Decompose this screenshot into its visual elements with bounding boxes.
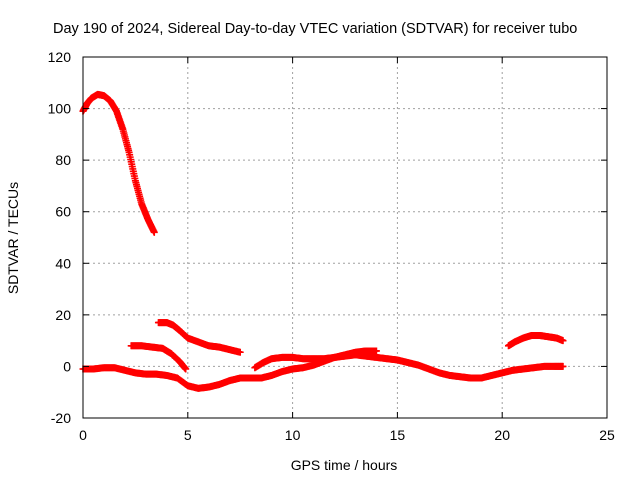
plot-frame — [82, 56, 608, 419]
y-tick-label: 120 — [48, 49, 72, 65]
x-tick-label: 15 — [390, 427, 406, 443]
x-tick-label: 25 — [599, 427, 615, 443]
data-point — [372, 347, 380, 355]
y-tick-label: 20 — [55, 307, 71, 323]
data-markers — [79, 90, 567, 392]
data-point — [559, 362, 567, 370]
data-point — [150, 228, 158, 236]
series-arc-1 — [79, 90, 158, 236]
x-tick-label: 10 — [285, 427, 301, 443]
y-axis-label: SDTVAR / TECUs — [5, 182, 21, 294]
y-tick-label: 40 — [55, 255, 71, 271]
y-tick-label: 60 — [55, 204, 71, 220]
x-tick-label: 0 — [79, 427, 87, 443]
chart-title: Day 190 of 2024, Sidereal Day-to-day VTE… — [53, 21, 577, 37]
x-tick-label: 5 — [184, 427, 192, 443]
series-arc-5 — [251, 351, 567, 382]
series-arc-3 — [127, 342, 190, 373]
y-tick-label: 100 — [48, 101, 72, 117]
series-arc-6 — [504, 331, 567, 350]
x-tick-label: 20 — [494, 427, 510, 443]
y-tick-label: -20 — [51, 410, 71, 426]
data-point — [236, 348, 244, 356]
series-arc-2 — [79, 347, 380, 392]
data-point — [182, 365, 190, 373]
y-tick-label: 80 — [55, 152, 71, 168]
series-arc-4 — [154, 319, 244, 356]
data-point — [559, 337, 567, 345]
axis-ticks: 0 5 10 15 20 25 -20 0 20 40 60 80 100 120 — [48, 49, 615, 443]
x-axis-label: GPS time / hours — [291, 457, 398, 473]
y-tick-label: 0 — [63, 358, 71, 374]
